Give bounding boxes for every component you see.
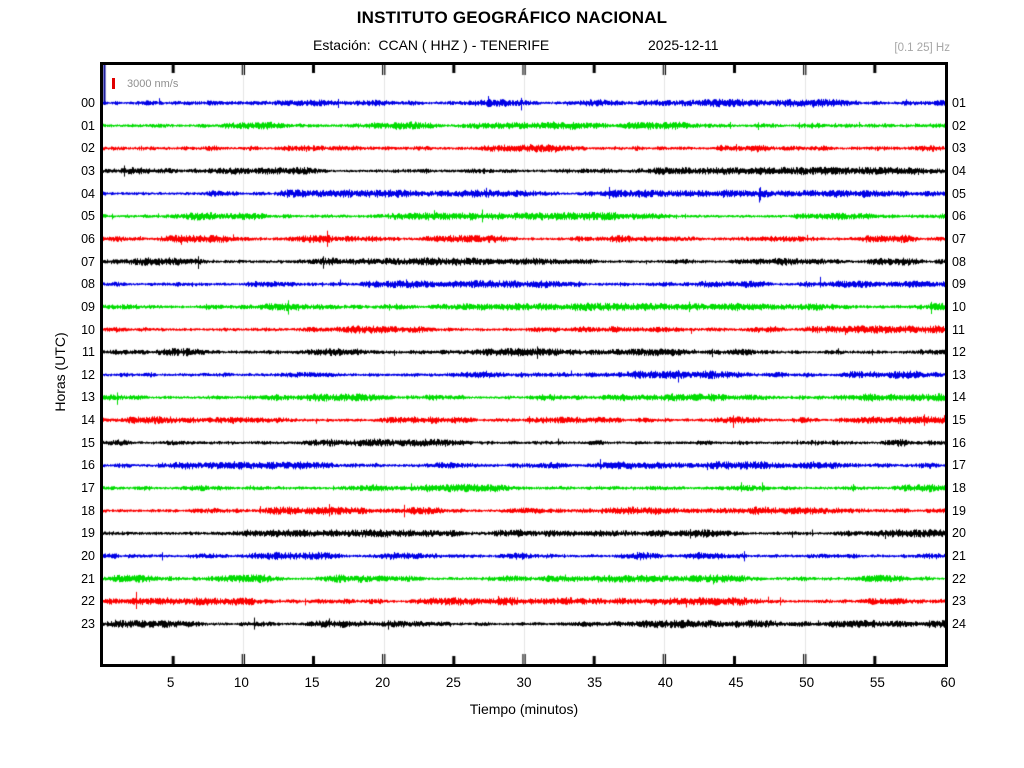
hour-label-right: 10	[952, 299, 966, 314]
hour-label-left: 15	[81, 435, 95, 450]
hour-label-right: 05	[952, 186, 966, 201]
filter-band-label: [0.1 25] Hz	[894, 42, 950, 54]
hour-label-left: 00	[81, 96, 95, 110]
hour-label-right: 15	[952, 413, 966, 428]
x-tick-label: 10	[233, 675, 249, 690]
x-tick-label: 40	[657, 675, 673, 690]
hour-label-left: 21	[81, 571, 95, 586]
hour-label-left: 14	[81, 413, 95, 428]
hour-label-right: 07	[952, 231, 966, 246]
hour-label-left: 01	[81, 118, 95, 133]
x-tick-label: 5	[166, 675, 175, 690]
hour-label-right: 18	[952, 481, 966, 496]
x-tick-label: 20	[375, 675, 391, 690]
hour-label-right: 09	[952, 277, 966, 292]
hour-label-left: 10	[81, 322, 95, 337]
hour-label-right: 12	[952, 345, 966, 360]
hour-label-left: 17	[81, 481, 95, 496]
hour-label-right: 20	[952, 526, 966, 541]
hour-label-left: 03	[81, 163, 95, 178]
x-tick-label: 35	[587, 675, 603, 690]
amplitude-scale-label: 3000 nm/s	[127, 78, 179, 90]
hour-label-left: 11	[82, 345, 95, 360]
hour-label-right: 06	[952, 209, 966, 224]
hour-label-left: 08	[81, 277, 95, 292]
helicorder-plot-area	[100, 62, 948, 667]
x-tick-label: 15	[304, 675, 320, 690]
hour-label-right: 22	[952, 571, 966, 586]
hour-label-right: 17	[952, 458, 966, 473]
hour-label-left: 19	[81, 526, 95, 541]
hour-label-left: 13	[81, 390, 95, 405]
hour-label-right: 04	[952, 163, 966, 178]
hour-label-right: 23	[952, 594, 966, 609]
hour-label-right: 24	[952, 616, 966, 631]
date-label: 2025-12-11	[648, 37, 719, 53]
hour-label-left: 04	[81, 186, 95, 201]
x-tick-label: 60	[940, 675, 956, 690]
hour-label-right: 08	[952, 254, 966, 269]
hour-label-right: 13	[952, 367, 966, 382]
hour-label-left: 06	[81, 231, 95, 246]
hour-label-left: 22	[81, 594, 95, 609]
hour-label-left: 02	[81, 141, 95, 156]
x-tick-label: 30	[516, 675, 532, 690]
hour-label-left: 05	[81, 209, 95, 224]
hour-label-right: 16	[952, 435, 966, 450]
amplitude-scale-bar-icon	[112, 78, 115, 89]
hour-label-left: 12	[81, 367, 95, 382]
hour-label-right: 11	[952, 322, 965, 337]
station-label: Estación: CCAN ( HHZ ) - TENERIFE	[313, 37, 550, 53]
x-tick-label: 50	[799, 675, 815, 690]
hour-label-right: 01	[952, 96, 966, 110]
x-tick-label: 55	[869, 675, 885, 690]
seismogram-traces-canvas	[103, 65, 945, 664]
hour-label-right: 02	[952, 118, 966, 133]
hour-label-left: 18	[81, 503, 95, 518]
page-title: INSTITUTO GEOGRÁFICO NACIONAL	[356, 8, 668, 27]
hour-label-left: 20	[81, 549, 95, 564]
hour-label-right: 14	[952, 390, 966, 405]
x-tick-label: 45	[728, 675, 744, 690]
hour-label-right: 21	[952, 549, 966, 564]
hour-label-right: 03	[952, 141, 966, 156]
x-axis-title: Tiempo (minutos)	[469, 701, 579, 717]
x-tick-label: 25	[445, 675, 461, 690]
hour-label-left: 23	[81, 616, 95, 631]
hour-label-right: 19	[952, 503, 966, 518]
hour-label-left: 09	[81, 299, 95, 314]
hour-label-left: 07	[81, 254, 95, 269]
hour-label-left: 16	[81, 458, 95, 473]
